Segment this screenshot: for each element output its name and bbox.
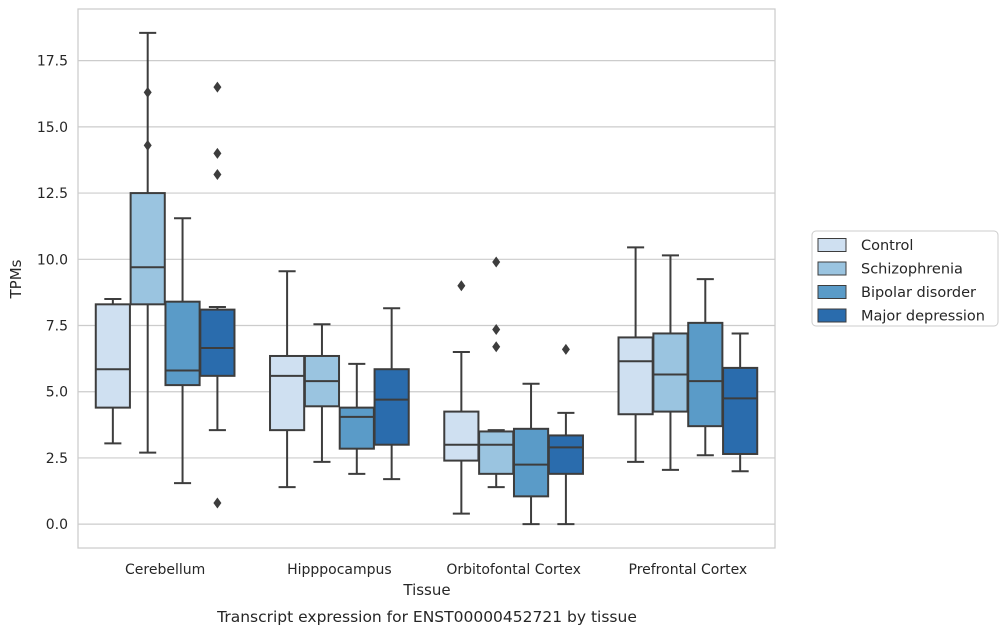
outlier-point: [561, 343, 570, 355]
box-body: [722, 366, 759, 455]
box-schizophrenia: [129, 31, 166, 454]
box-bipolar-disorder: [338, 362, 375, 475]
y-tick-labels: 0.0 2.5 5.0 7.5 10.0 12.5 15.0 17.5: [37, 54, 68, 534]
chart-caption: Transcript expression for ENST0000045272…: [216, 608, 637, 626]
outlier-point: [492, 341, 501, 353]
outlier-point: [213, 497, 222, 509]
legend-swatch: [817, 285, 847, 299]
y-tick-label: 7.5: [46, 319, 68, 335]
box-body: [94, 303, 131, 409]
box-bipolar-disorder: [687, 278, 724, 457]
box-body: [478, 430, 515, 475]
y-tick-label: 12.5: [37, 186, 68, 202]
box-body: [164, 300, 201, 387]
outlier-point: [143, 139, 152, 151]
box-body: [338, 406, 375, 450]
legend-swatch: [817, 261, 847, 276]
box-control: [94, 298, 131, 445]
outlier-point: [457, 280, 466, 292]
x-axis-label: Tissue: [402, 581, 450, 599]
box-major-depression: [547, 343, 584, 526]
y-axis-label: TPMs: [7, 259, 25, 299]
box-body: [512, 427, 550, 498]
y-tick-label: 15.0: [37, 120, 68, 136]
y-tick-label: 17.5: [37, 54, 68, 70]
x-tick-label: Prefrontal Cortex: [629, 562, 748, 578]
box-series: [94, 31, 759, 526]
outlier-point: [213, 81, 222, 93]
box-schizophrenia: [652, 254, 689, 471]
box-major-depression: [199, 81, 236, 509]
box-body: [652, 332, 689, 413]
box-major-depression: [373, 307, 410, 481]
x-tick-label: Orbitofontal Cortex: [446, 562, 581, 578]
y-tick-label: 10.0: [37, 252, 68, 268]
box-body: [373, 368, 410, 446]
box-bipolar-disorder: [512, 382, 550, 526]
outlier-point: [213, 169, 222, 181]
box-body: [129, 192, 166, 306]
plot-frame: [77, 8, 776, 549]
box-control: [443, 280, 480, 515]
box-control: [269, 270, 306, 489]
x-tick-labels: Cerebellum Hipppocampus Orbitofontal Corte…: [125, 562, 747, 578]
y-tick-label: 0.0: [46, 517, 68, 533]
box-body: [687, 321, 724, 428]
y-tick-label: 5.0: [46, 385, 68, 401]
box-body: [547, 434, 584, 475]
box-bipolar-disorder: [164, 217, 201, 485]
legend-label: Control: [861, 238, 913, 254]
x-tick-label: Cerebellum: [125, 562, 205, 578]
box-schizophrenia: [303, 323, 341, 463]
outlier-point: [143, 86, 152, 98]
legend-swatch: [817, 238, 847, 252]
box-body: [617, 336, 654, 416]
box-body: [269, 354, 306, 432]
box-control: [617, 246, 654, 463]
legend-swatch: [817, 308, 847, 323]
legend-label: Major depression: [861, 309, 985, 325]
box-body: [199, 308, 236, 377]
outlier-point: [492, 323, 501, 335]
y-tick-label: 2.5: [46, 451, 68, 467]
box-body: [443, 410, 480, 462]
box-schizophrenia: [478, 256, 515, 489]
legend: Control Schizophrenia Bipolar disorder Majo…: [811, 230, 999, 327]
outlier-point: [213, 147, 222, 159]
legend-frame: [811, 230, 999, 327]
legend-label: Schizophrenia: [861, 262, 963, 278]
box-major-depression: [722, 332, 759, 473]
outlier-point: [492, 256, 501, 268]
legend-label: Bipolar disorder: [861, 285, 976, 301]
x-tick-label: Hipppocampus: [287, 562, 392, 578]
